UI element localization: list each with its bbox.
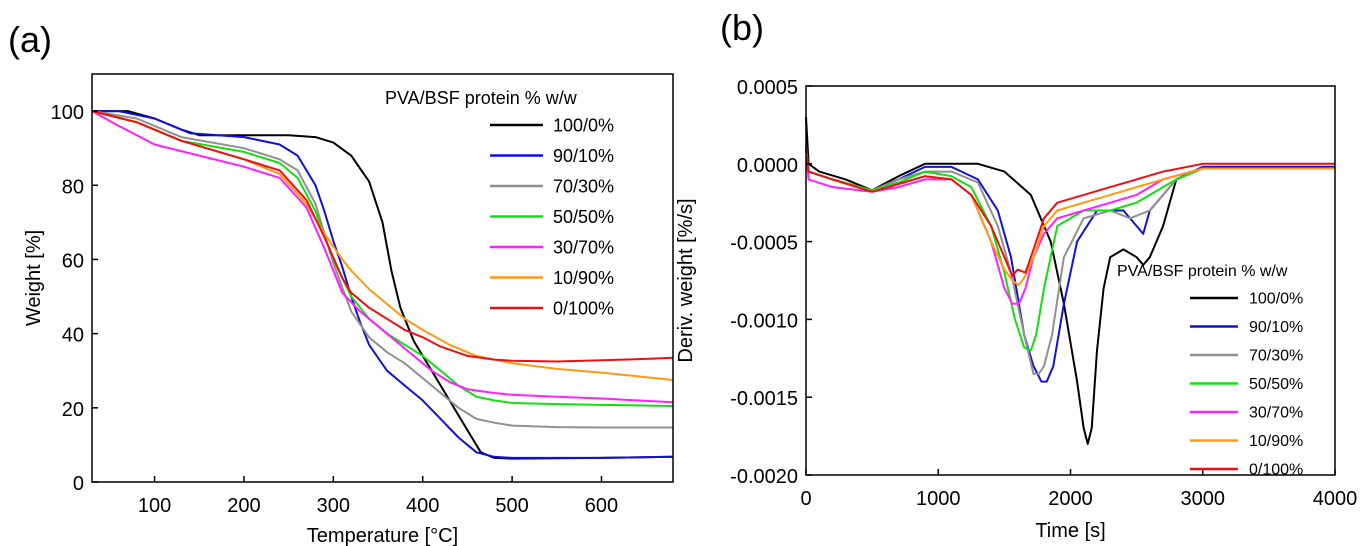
panel-b-label: (b): [720, 7, 764, 48]
panel-a-series-line-6: [91, 110, 674, 363]
panel-b-series-line-6: [805, 148, 1335, 277]
panel-b-y-tick-label: -0.0020: [730, 466, 798, 488]
panel-b-legend-label-5: 10/90%: [1249, 433, 1303, 450]
panel-a-y-tick-label: 0: [73, 473, 84, 495]
panel-b-x-tick-label: 3000: [1181, 488, 1226, 510]
panel-a-plot-frame: [91, 73, 674, 483]
panel-a-y-tick-label: 100: [51, 102, 84, 124]
panel-b-series-line-3: [805, 148, 1335, 352]
panel-b-legend-label-6: 0/100%: [1249, 462, 1303, 479]
panel-b-x-tick-label: 0: [800, 488, 811, 510]
panel-a-x-axis-label: Temperature [°C]: [307, 525, 458, 546]
panel-a-x-tick-label: 500: [495, 495, 528, 517]
panel-a-y-tick-label: 80: [62, 176, 84, 198]
panel-a-legend-label-6: 0/100%: [553, 298, 614, 318]
panel-b-y-tick-label: 0.0000: [737, 155, 798, 177]
panel-b-x-axis-label: Time [s]: [1035, 520, 1105, 542]
panel-b-y-tick-label: 0.0005: [737, 77, 798, 99]
panel-a-x-tick-label: 100: [138, 495, 171, 517]
panel-a-legend-label-5: 10/90%: [553, 268, 614, 288]
panel-b: (b) 0 1000 2000 3000 4000 0.0005 0.0000 -0.0005…: [675, 7, 1357, 542]
panel-b-y-tick-label: -0.0005: [730, 233, 798, 255]
panel-b-legend-label-3: 50/50%: [1249, 376, 1303, 393]
panel-a-legend-label-4: 30/70%: [553, 237, 614, 257]
panel-a-x-tick-label: 600: [585, 495, 618, 517]
panel-b-legend-label-0: 100/0%: [1249, 291, 1303, 308]
panel-b-y-tick-label: -0.0015: [730, 388, 798, 410]
panel-b-x-tick-label: 4000: [1313, 488, 1358, 510]
panel-b-x-tick-label: 1000: [916, 488, 961, 510]
panel-a-y-tick-label: 20: [62, 399, 84, 421]
panel-a-x-tick-label: 300: [317, 495, 350, 517]
panel-a-series-line-1: [92, 110, 674, 459]
panel-a-series-line-4: [91, 110, 674, 404]
panel-a-series-line-2: [91, 110, 673, 429]
panel-b-legend-label-4: 30/70%: [1249, 405, 1303, 422]
panel-b-series-line-0: [805, 117, 1335, 445]
panel-a: (a) 100 200 300 400 500 600 0 20 40 60 80 100 Temper…: [8, 19, 674, 546]
panel-b-series-line-2: [805, 148, 1335, 375]
panel-a-x-tick-label: 400: [406, 495, 439, 517]
panel-b-x-tick-label: 2000: [1048, 488, 1093, 510]
panel-a-legend-label-0: 100/0%: [553, 115, 614, 135]
panel-a-label: (a): [8, 19, 52, 60]
panel-b-y-tick-label: -0.0010: [730, 310, 798, 332]
panel-a-legend-label-3: 50/50%: [553, 207, 614, 227]
panel-b-y-axis-label: Deriv. weight [%/s]: [675, 198, 697, 362]
panel-b-legend-title: PVA/BSF protein % w/w: [1117, 263, 1288, 280]
panel-a-y-tick-label: 60: [62, 250, 84, 272]
panel-b-series-line-4: [805, 148, 1335, 305]
panel-a-y-axis-label: Weight [%]: [23, 230, 45, 326]
panel-a-x-tick-label: 200: [227, 495, 260, 517]
panel-b-legend-label-2: 70/30%: [1249, 348, 1303, 365]
panel-a-legend-title: PVA/BSF protein % w/w: [385, 88, 578, 108]
panel-a-legend-label-2: 70/30%: [553, 176, 614, 196]
panel-a-legend-label-1: 90/10%: [553, 146, 614, 166]
panel-b-legend-label-1: 90/10%: [1249, 319, 1303, 336]
panel-a-y-tick-label: 40: [62, 325, 84, 347]
